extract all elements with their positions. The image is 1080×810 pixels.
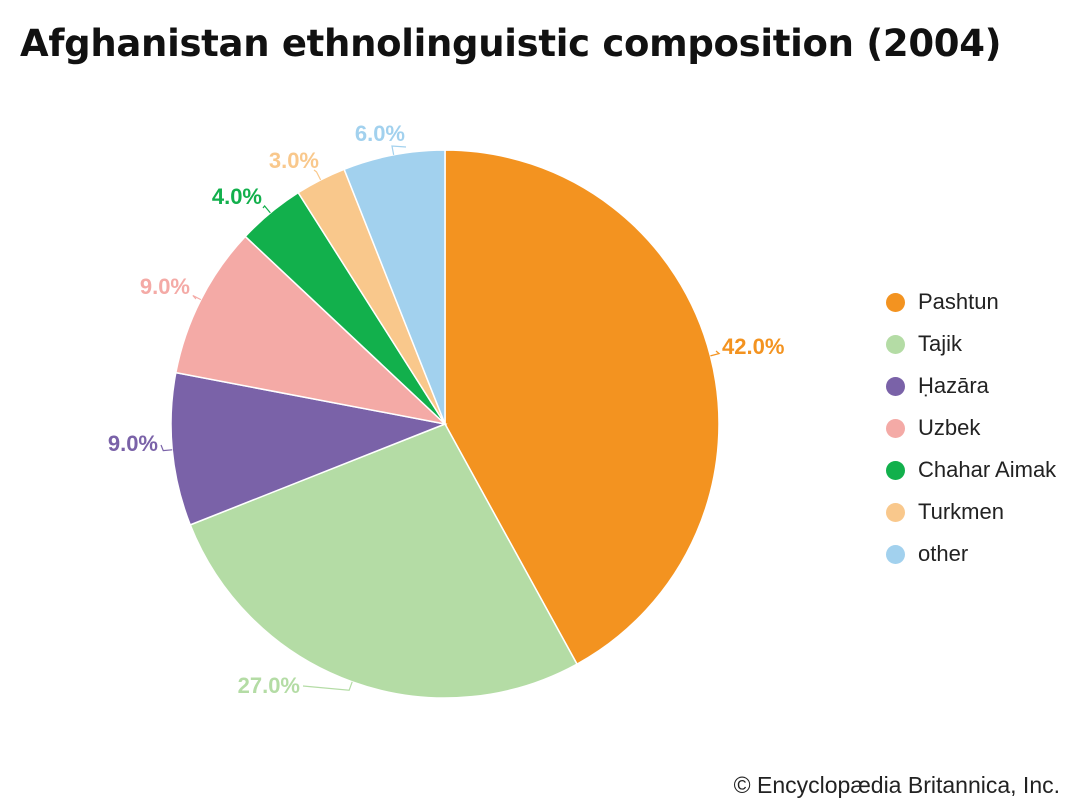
legend-swatch-other — [886, 544, 905, 564]
leader-line-hazara — [160, 444, 173, 452]
legend-label-chahar-aimak: Chahar Aimak — [918, 457, 1057, 482]
legend-item-pashtun: Pashtun — [886, 281, 1056, 323]
legend-item-turkmen: Turkmen — [886, 491, 1056, 533]
pie-slice-pashtun — [444, 149, 720, 666]
data-label-hazara: 9.0% — [108, 431, 158, 456]
data-label-chahar-aimak: 4.0% — [212, 184, 262, 209]
legend: Pashtun Tajik Ḥazāra Uzbek Chahar Aimak Turkm… — [886, 281, 1056, 575]
data-label-turkmen: 3.0% — [269, 148, 319, 173]
data-label-tajik: 27.0% — [238, 673, 300, 698]
leader-line-tajik — [302, 681, 353, 691]
leader-line-chahar-aimak — [262, 204, 271, 214]
legend-label-other: other — [918, 541, 969, 566]
copyright-credit: © Encyclopædia Britannica, Inc. — [733, 772, 1060, 798]
leader-line-uzbek — [192, 294, 202, 301]
legend-swatch-chahar-aimak — [886, 460, 905, 480]
leader-line-other — [391, 145, 407, 155]
leader-line-pashtun — [710, 350, 721, 357]
data-label-other: 6.0% — [355, 121, 405, 146]
legend-swatch-tajik — [886, 334, 905, 354]
legend-label-uzbek: Uzbek — [918, 415, 981, 440]
pie-slice-tajik — [189, 423, 579, 699]
legend-swatch-turkmen — [886, 502, 905, 522]
leader-line-turkmen — [313, 169, 322, 181]
legend-item-chahar-aimak: Chahar Aimak — [886, 449, 1056, 491]
legend-item-other: other — [886, 533, 1056, 575]
legend-label-hazara: Ḥazāra — [918, 373, 989, 398]
legend-label-tajik: Tajik — [918, 331, 963, 356]
legend-item-hazara: Ḥazāra — [886, 365, 1056, 407]
chart-title: Afghanistan ethnolinguistic composition … — [20, 22, 1002, 65]
legend-item-tajik: Tajik — [886, 323, 1056, 365]
legend-label-pashtun: Pashtun — [918, 289, 999, 314]
legend-item-uzbek: Uzbek — [886, 407, 1056, 449]
data-label-uzbek: 9.0% — [140, 274, 190, 299]
legend-swatch-hazara — [886, 376, 905, 396]
legend-swatch-pashtun — [886, 292, 905, 312]
data-label-pashtun: 42.0% — [722, 334, 784, 359]
legend-swatch-uzbek — [886, 418, 905, 438]
legend-label-turkmen: Turkmen — [918, 499, 1004, 524]
pie-slice-uzbek — [174, 235, 448, 426]
